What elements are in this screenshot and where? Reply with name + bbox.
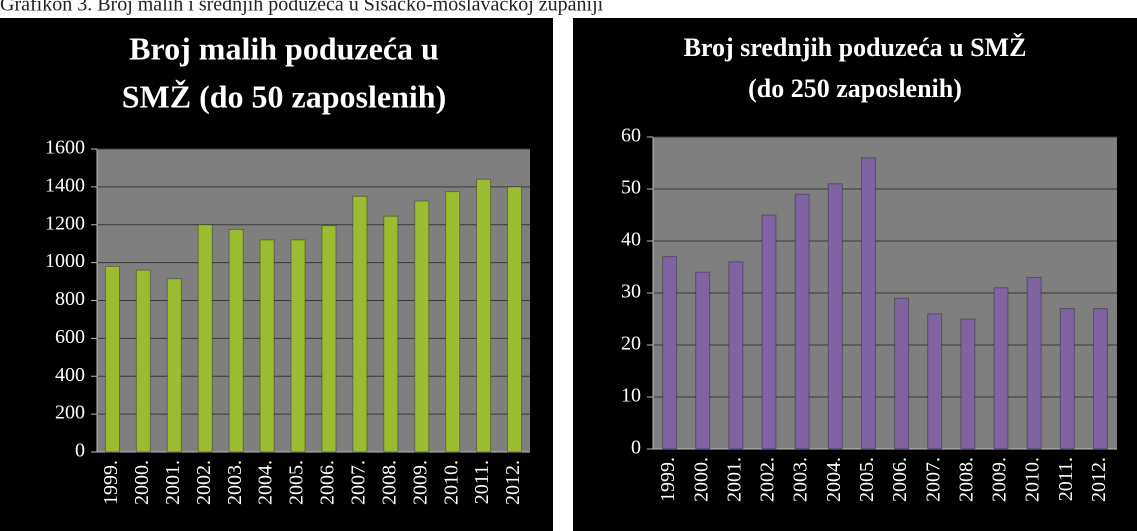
y-tick-label: 600 [55,326,85,348]
bar [927,313,943,450]
y-tick-label: 20 [621,333,641,355]
y-tick-label: 1000 [45,250,85,272]
x-tick-label: 2005. [286,460,308,505]
bar [414,200,430,453]
caption: Grafikon 3. Broj malih i srednjih poduze… [0,0,604,16]
bar [352,195,368,453]
bar [197,224,213,453]
y-tick-label: 40 [621,229,641,251]
x-tick-label: 2006. [889,457,911,502]
y-tick-label: 10 [621,385,641,407]
bar [662,256,678,450]
x-tick-label: 2006. [317,460,339,505]
x-tick-label: 2008. [955,457,977,502]
y-tick-label: 1400 [45,174,85,196]
y-tick-label: 0 [631,437,641,459]
bar [695,271,711,450]
y-tick-label: 60 [621,125,641,147]
bar [290,239,306,453]
bar [761,214,777,450]
x-tick-label: 2002. [193,460,215,505]
bar [321,225,337,453]
bar [860,157,876,450]
bar [1092,308,1108,450]
x-tick-label: 2004. [255,460,277,505]
bar [507,186,523,453]
x-tick-label: 2012. [502,460,524,505]
x-tick-label: 2001. [162,460,184,505]
bar [794,193,810,450]
x-tick-label: 2007. [922,457,944,502]
x-tick-label: 2009. [409,460,431,505]
bar [259,239,275,453]
x-tick-label: 2003. [224,460,246,505]
x-tick-label: 2011. [471,460,493,504]
x-tick-label: 2001. [723,457,745,502]
x-tick-label: 2011. [1055,457,1077,501]
bar [1026,276,1042,450]
x-tick-label: 2008. [378,460,400,505]
bar [728,261,744,450]
bar [993,287,1009,450]
bar [1059,308,1075,450]
bar [894,297,910,450]
x-tick-label: 2003. [790,457,812,502]
chart-title: (do 250 zaposlenih) [748,74,962,103]
y-tick-label: 800 [55,288,85,310]
x-tick-label: 1999. [100,460,122,505]
y-tick-label: 0 [75,440,85,462]
x-tick-label: 2002. [757,457,779,502]
chart-title: Broj srednjih poduzeća u SMŽ [684,33,1027,62]
bar [104,265,120,453]
y-tick-label: 200 [55,402,85,424]
x-tick-label: 2009. [989,457,1011,502]
x-tick-label: 2005. [856,457,878,502]
bar [476,178,492,453]
bar [827,183,843,450]
x-tick-label: 2004. [823,457,845,502]
bar [135,269,151,453]
x-tick-label: 1999. [657,457,679,502]
x-tick-label: 2007. [347,460,369,505]
x-tick-label: 2010. [440,460,462,505]
y-tick-label: 50 [621,177,641,199]
bar [445,191,461,453]
y-tick-label: 1200 [45,212,85,234]
y-tick-label: 30 [621,281,641,303]
y-tick-label: 400 [55,364,85,386]
x-tick-label: 2000. [690,457,712,502]
bar [960,318,976,450]
chart-title: Broj malih poduzeća u [129,30,439,66]
y-tick-label: 1600 [45,137,85,159]
x-tick-label: 2010. [1022,457,1044,502]
x-tick-label: 2000. [131,460,153,505]
chart-title: SMŽ (do 50 zaposlenih) [122,78,446,114]
bar [383,215,399,453]
bar [166,278,182,453]
bar [228,228,244,453]
x-tick-label: 2012. [1088,457,1110,502]
